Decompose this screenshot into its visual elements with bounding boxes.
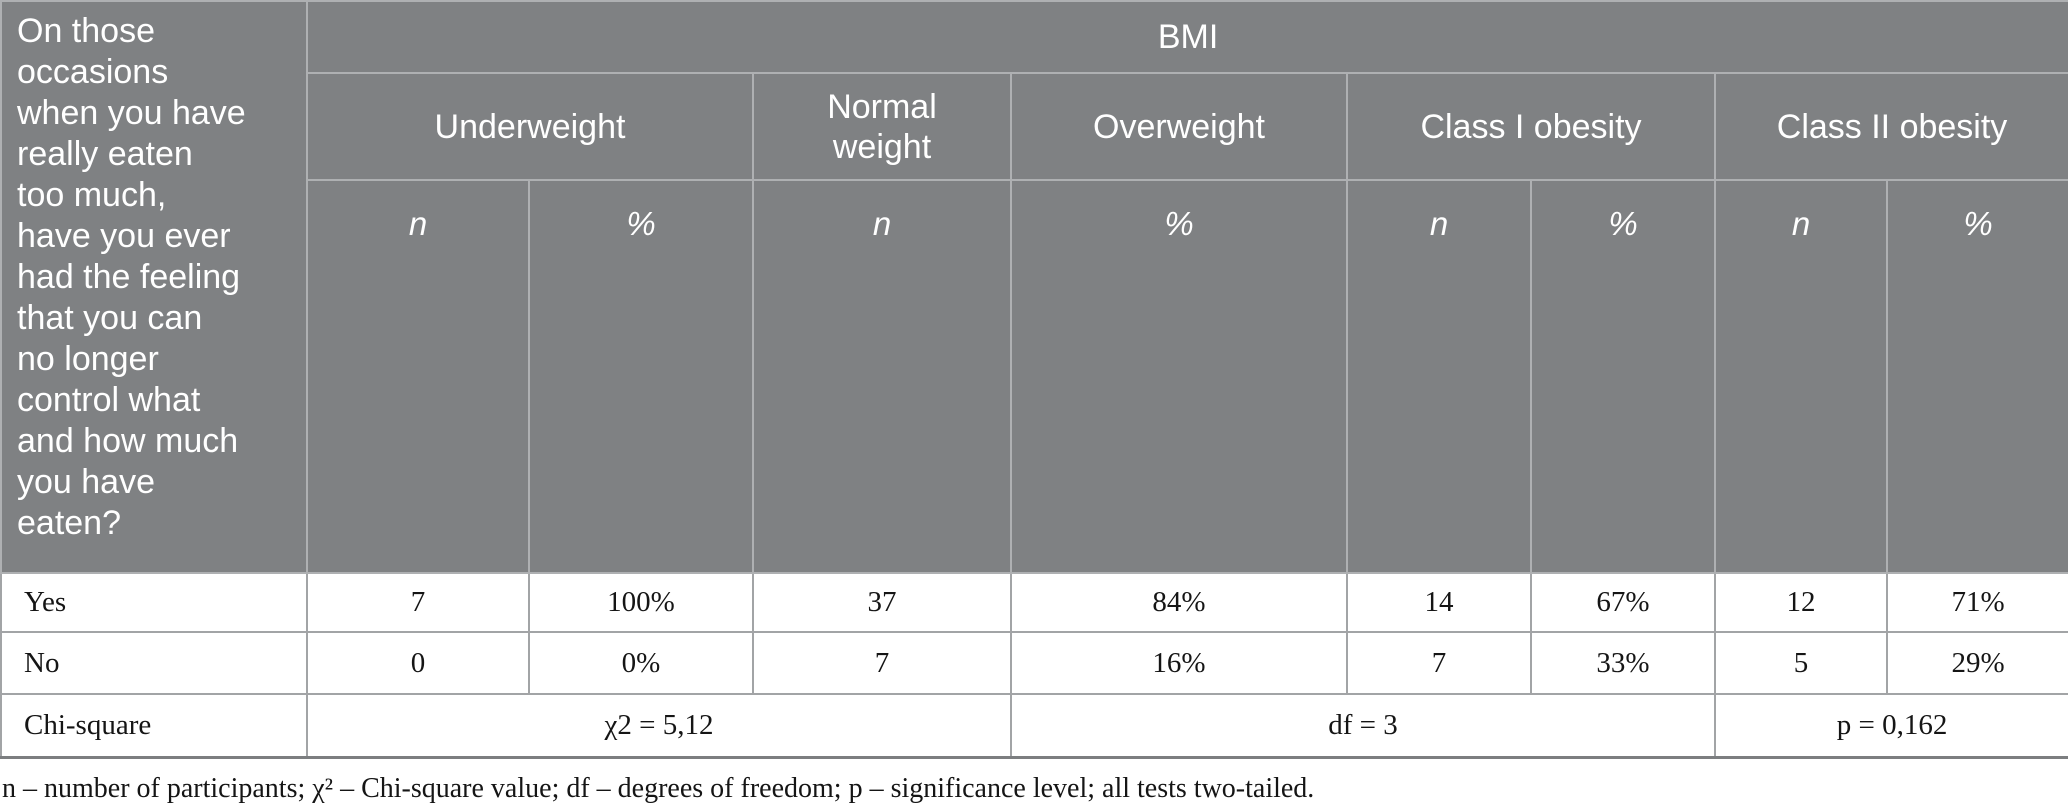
cell-no-overweight-pct: 16%	[1010, 631, 1348, 695]
question-header-cell: On those occasions when you have really …	[0, 0, 308, 574]
cell-yes-underweight-pct: 100%	[528, 572, 754, 633]
cell-no-underweight-pct: 0%	[528, 631, 754, 695]
row-label-no: No	[0, 631, 308, 695]
cell-df-value: df = 3	[1010, 693, 1716, 759]
group-header-underweight: Underweight	[306, 72, 754, 181]
subheader-n-class-1: n	[1346, 179, 1532, 574]
group-header-overweight: Overweight	[1010, 72, 1348, 181]
cell-no-underweight-n: 0	[306, 631, 530, 695]
data-row-chi-square: Chi-square χ2 = 5,12 df = 3 p = 0,162	[0, 693, 2068, 759]
subheader-n-normal-weight: n	[752, 179, 1012, 574]
cell-no-normal-n: 7	[752, 631, 1012, 695]
cell-p-value: p = 0,162	[1713, 693, 2068, 759]
cell-yes-class-2-pct: 71%	[1885, 572, 2068, 633]
data-row-yes: Yes 7 100% 37 84% 14 67% 12 71%	[0, 572, 2068, 633]
data-row-no: No 0 0% 7 16% 7 33% 5 29%	[0, 631, 2068, 695]
subheader-pct-class-1: %	[1530, 179, 1716, 574]
group-header-normal-weight: Normal weight	[752, 72, 1012, 181]
subheader-n-underweight: n	[306, 179, 530, 574]
table-footnote: n – number of participants; χ² – Chi-squ…	[2, 772, 1315, 804]
cell-yes-class-1-pct: 67%	[1530, 572, 1716, 633]
header-row-subheaders: n % n % n % n %	[1, 179, 2068, 574]
header-row-groups: Underweight Normal weight Overweight Cla…	[1, 72, 2068, 181]
subheader-n-class-2: n	[1714, 179, 1888, 574]
cell-no-class-1-pct: 33%	[1530, 631, 1716, 695]
cell-yes-class-2-n: 12	[1714, 572, 1888, 633]
cell-no-class-2-n: 5	[1714, 631, 1888, 695]
header-row-bmi: On those occasions when you have really …	[0, 0, 2068, 574]
cell-yes-underweight-n: 7	[306, 572, 530, 633]
cell-yes-class-1-n: 14	[1346, 572, 1532, 633]
cell-yes-overweight-pct: 84%	[1010, 572, 1348, 633]
subheader-pct-underweight: %	[528, 179, 754, 574]
subheader-pct-overweight: %	[1010, 179, 1348, 574]
cell-no-class-1-n: 7	[1346, 631, 1532, 695]
row-label-yes: Yes	[0, 572, 308, 633]
cell-chi-square-value: χ2 = 5,12	[306, 693, 1012, 759]
cell-yes-normal-n: 37	[752, 572, 1012, 633]
group-header-class-1-obesity: Class I obesity	[1346, 72, 1716, 181]
bmi-header-cell: BMI	[305, 0, 2068, 74]
subheader-pct-class-2: %	[1885, 179, 2068, 574]
row-label-chi-square: Chi-square	[0, 693, 308, 759]
group-header-class-2-obesity: Class II obesity	[1713, 72, 2068, 181]
results-table: On those occasions when you have really …	[0, 0, 2068, 759]
cell-no-class-2-pct: 29%	[1885, 631, 2068, 695]
